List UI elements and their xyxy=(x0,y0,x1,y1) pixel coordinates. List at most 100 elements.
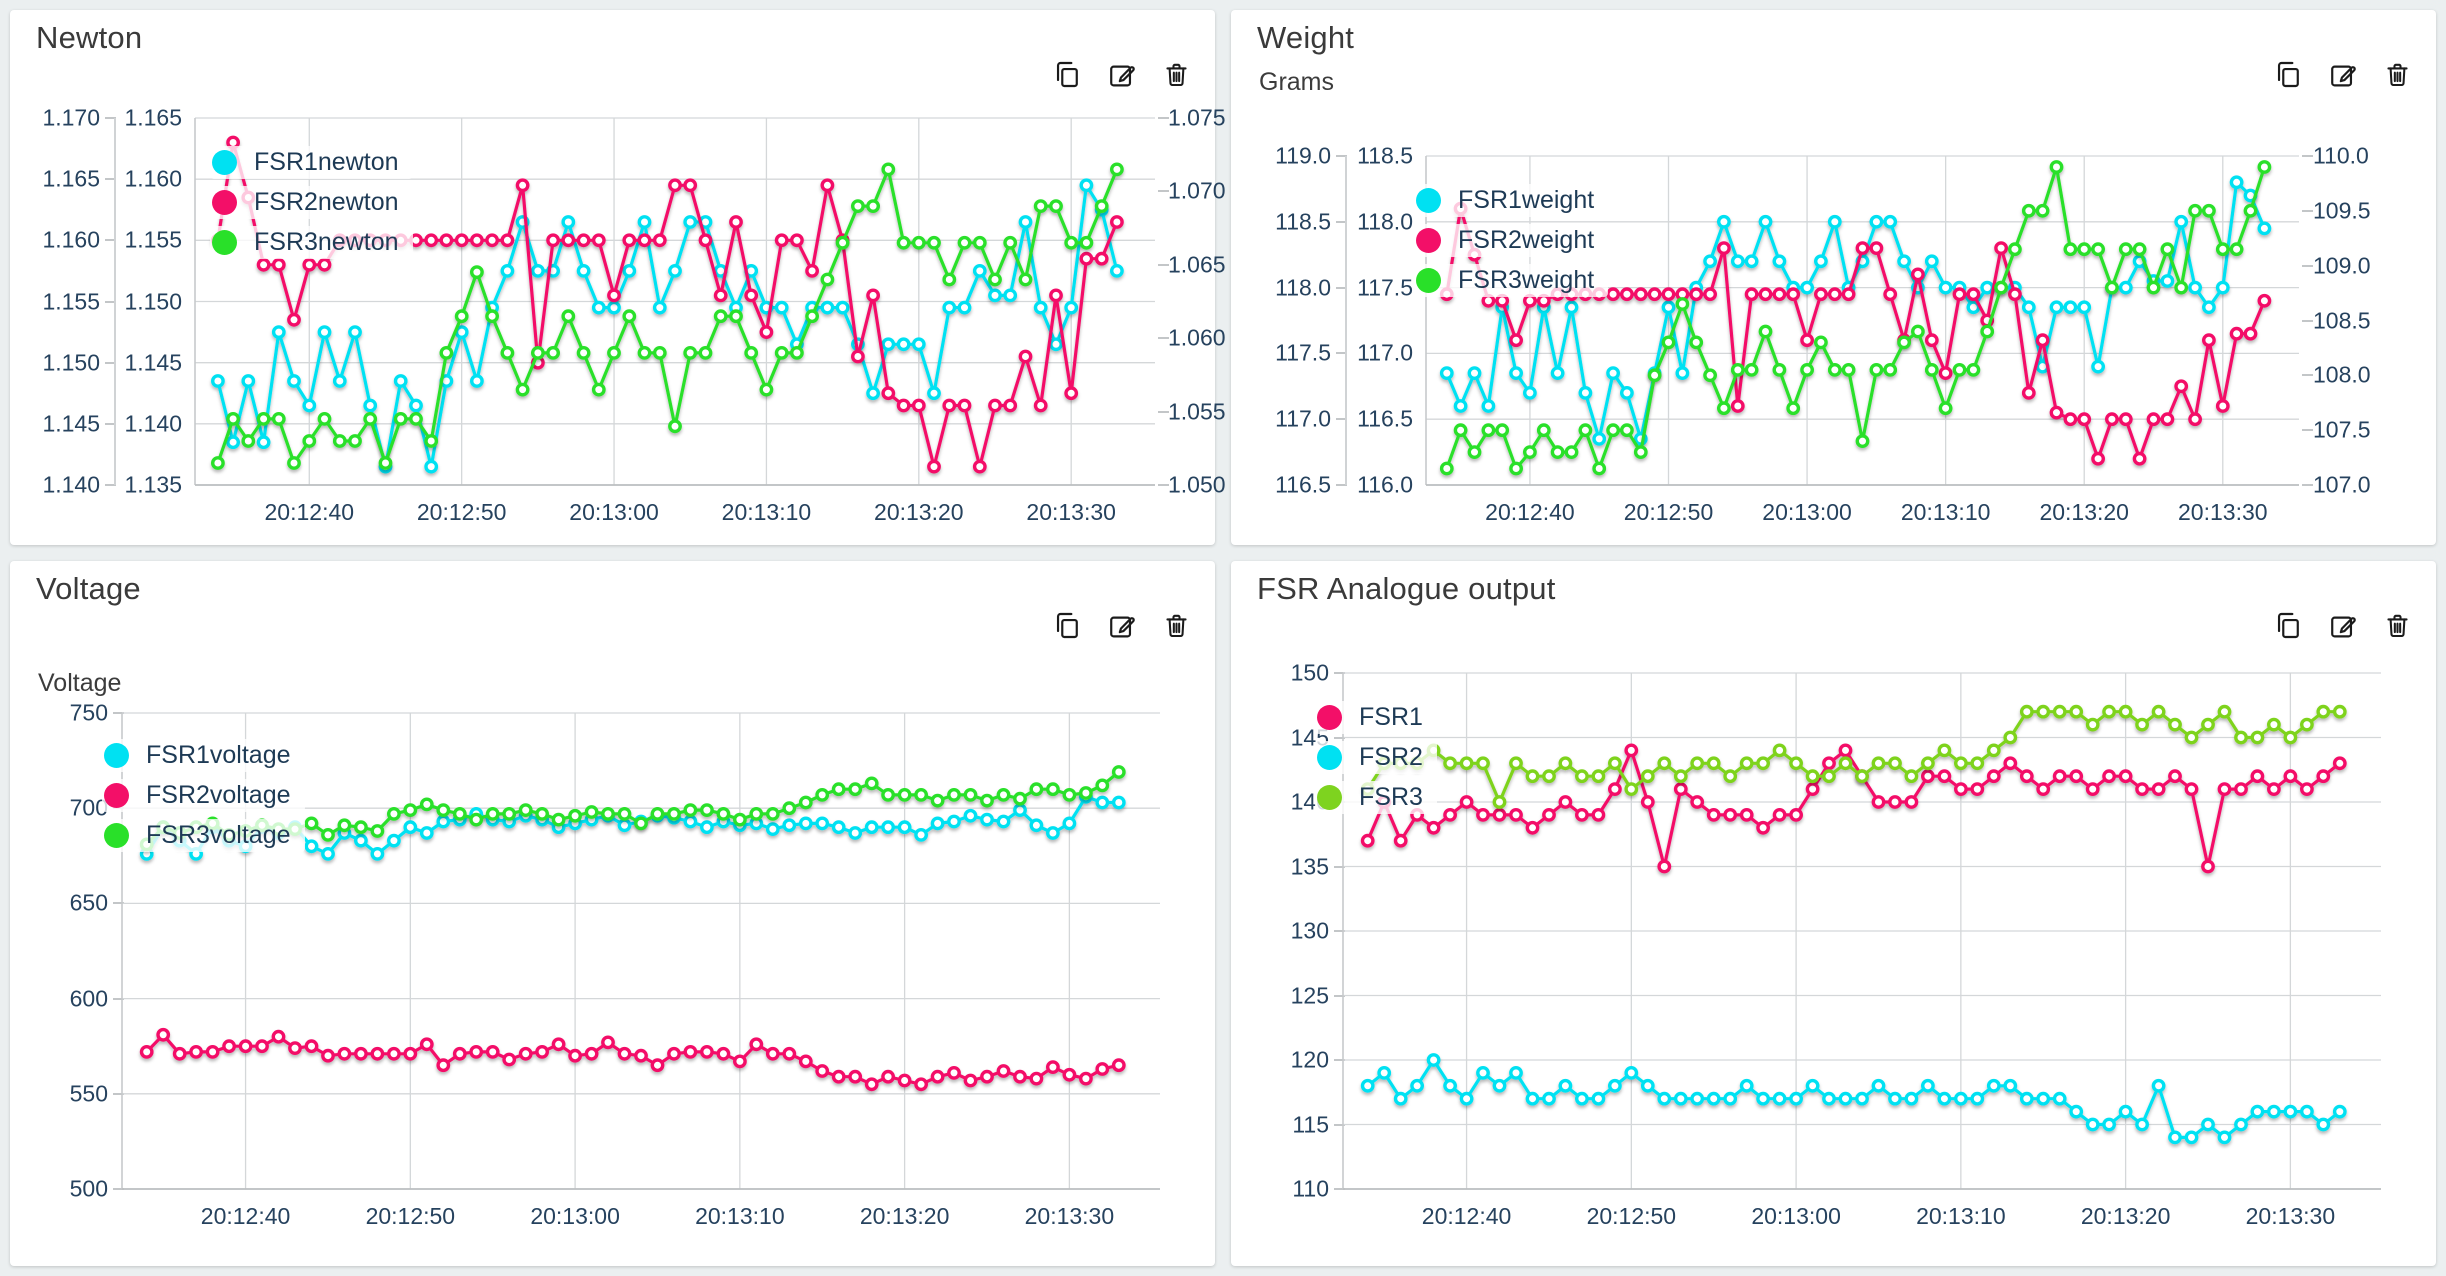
legend-item-FSR3[interactable]: FSR3 xyxy=(1315,781,1437,814)
chart-voltage: Voltage 750 700 650 600 550 500 20:12:40 20:12:5… xyxy=(10,561,1215,1266)
trash-icon[interactable] xyxy=(2383,60,2412,89)
plot-area xyxy=(1425,155,2299,486)
x-tick-label: 20:13:00 xyxy=(530,1203,620,1229)
y-tick-label: 119.0 xyxy=(1275,142,1331,169)
axis-tick xyxy=(113,902,124,905)
axis-tick xyxy=(2302,319,2313,322)
y-tick-label: 107.0 xyxy=(2313,471,2371,498)
y-tick-label: 115 xyxy=(1292,1111,1329,1137)
y-tick-label: 1.065 xyxy=(1168,251,1226,278)
x-tick-label: 20:12:40 xyxy=(1485,499,1575,525)
legend-color-dot xyxy=(1416,188,1441,213)
trash-icon[interactable] xyxy=(2383,611,2412,640)
legend-label: FSR1newton xyxy=(254,148,399,176)
panel-title: Voltage xyxy=(36,571,141,606)
axis-tick xyxy=(1336,484,1347,486)
y-tick-label: 117.0 xyxy=(1275,405,1331,432)
legend-label: FSR3weight xyxy=(1458,266,1595,294)
x-tick-label: 20:12:50 xyxy=(1586,1203,1677,1229)
axis-tick xyxy=(2302,209,2313,212)
copy-icon[interactable] xyxy=(2273,60,2302,89)
y-tick-label: 700 xyxy=(69,794,108,821)
legend-color-dot xyxy=(212,150,237,175)
y-tick-label: 118.0 xyxy=(1357,208,1413,235)
legend-color-dot xyxy=(1317,785,1342,810)
legend-label: FSR1weight xyxy=(1458,186,1595,214)
legend-label: FSR1voltage xyxy=(146,741,291,769)
legend-color-dot xyxy=(1416,268,1441,293)
y-tick-label: 110 xyxy=(1292,1175,1329,1202)
legend-item-FSR1[interactable]: FSR1 xyxy=(1315,701,1437,734)
legend-item-FSR2weight[interactable]: FSR2weight xyxy=(1414,224,1609,257)
axis-tick xyxy=(1158,337,1169,340)
axis-tick xyxy=(105,239,116,242)
legend-item-FSR3voltage[interactable]: FSR3voltage xyxy=(102,819,305,852)
copy-icon[interactable] xyxy=(2273,611,2302,640)
edit-icon[interactable] xyxy=(2328,611,2357,640)
panel-actions xyxy=(1052,611,1191,640)
axis-tick xyxy=(2302,264,2313,267)
panel-actions xyxy=(2273,60,2412,89)
x-tick-label: 20:13:00 xyxy=(569,499,659,525)
series-FSR3weight xyxy=(1439,160,2272,476)
legend-item-FSR1voltage[interactable]: FSR1voltage xyxy=(102,739,305,772)
y-tick-label: 1.170 xyxy=(42,104,100,131)
edit-icon[interactable] xyxy=(1107,611,1136,640)
y-tick-label: 108.5 xyxy=(2313,307,2371,333)
copy-icon[interactable] xyxy=(1052,60,1081,89)
chart-weight: Grams 119.0 118.5 118.0 117.5 117.0 116.5 118.5… xyxy=(1231,10,2436,545)
axis-tick xyxy=(2302,374,2313,377)
y-tick-label: 1.150 xyxy=(42,349,100,376)
axis-tick xyxy=(113,1188,124,1190)
x-tick-label: 20:13:10 xyxy=(1916,1203,2006,1229)
axis-tick xyxy=(105,422,116,425)
panel-weight: Weight Grams 119.0 118.5 118.0 117.5 117.0 116… xyxy=(1231,10,2436,545)
legend-item-FSR1newton[interactable]: FSR1newton xyxy=(210,146,413,179)
legend-item-FSR2[interactable]: FSR2 xyxy=(1315,741,1437,774)
chart-legend: FSR1newton FSR2newton FSR3newton xyxy=(210,146,413,266)
legend-item-FSR2newton[interactable]: FSR2newton xyxy=(210,186,413,219)
y-axis-label: Voltage xyxy=(38,669,122,697)
y-tick-label: 1.145 xyxy=(124,349,182,376)
chart-legend: FSR1weight FSR2weight FSR3weight xyxy=(1414,184,1609,304)
legend-label: FSR2weight xyxy=(1458,226,1595,254)
axis-tick xyxy=(2302,484,2313,486)
panel-actions xyxy=(1052,60,1191,89)
legend-item-FSR2voltage[interactable]: FSR2voltage xyxy=(102,779,305,812)
y-tick-label: 117.5 xyxy=(1275,339,1331,366)
y-tick-label: 135 xyxy=(1290,853,1329,879)
y-tick-label: 650 xyxy=(69,889,108,916)
legend-label: FSR2 xyxy=(1359,743,1423,771)
y-tick-label: 125 xyxy=(1290,982,1329,1008)
series-FSR3newton xyxy=(211,162,1124,470)
y-tick-label: 116.0 xyxy=(1357,471,1413,498)
axis-tick xyxy=(1158,410,1169,413)
axis-tick xyxy=(2302,155,2313,157)
y-tick-label: 1.165 xyxy=(124,104,182,131)
trash-icon[interactable] xyxy=(1162,60,1191,89)
legend-color-dot xyxy=(212,230,237,255)
y-tick-label: 1.050 xyxy=(1168,471,1226,498)
panel-title: FSR Analogue output xyxy=(1257,571,1556,606)
x-tick-label: 20:13:20 xyxy=(2080,1203,2171,1229)
edit-icon[interactable] xyxy=(1107,60,1136,89)
chart-legend: FSR1voltage FSR2voltage FSR3voltage xyxy=(102,739,305,859)
legend-label: FSR1 xyxy=(1359,703,1423,731)
edit-icon[interactable] xyxy=(2328,60,2357,89)
y-tick-label: 550 xyxy=(69,1080,108,1107)
x-tick-label: 20:12:50 xyxy=(365,1203,456,1229)
axis-tick xyxy=(105,117,116,119)
y-tick-label: 117.5 xyxy=(1357,274,1413,301)
axis-tick xyxy=(1334,1123,1345,1126)
copy-icon[interactable] xyxy=(1052,611,1081,640)
x-tick-label: 20:13:10 xyxy=(721,499,812,525)
series-FSR2 xyxy=(1360,1053,2347,1145)
legend-item-FSR3weight[interactable]: FSR3weight xyxy=(1414,264,1609,297)
legend-item-FSR1weight[interactable]: FSR1weight xyxy=(1414,184,1609,217)
trash-icon[interactable] xyxy=(1162,611,1191,640)
y-tick-label: 116.5 xyxy=(1275,471,1331,498)
axis-tick xyxy=(1334,1188,1345,1190)
legend-item-FSR3newton[interactable]: FSR3newton xyxy=(210,226,413,259)
y-tick-label: 1.135 xyxy=(124,471,182,498)
panel-voltage: Voltage Voltage 750 700 650 600 550 500 20:12:4… xyxy=(10,561,1215,1266)
